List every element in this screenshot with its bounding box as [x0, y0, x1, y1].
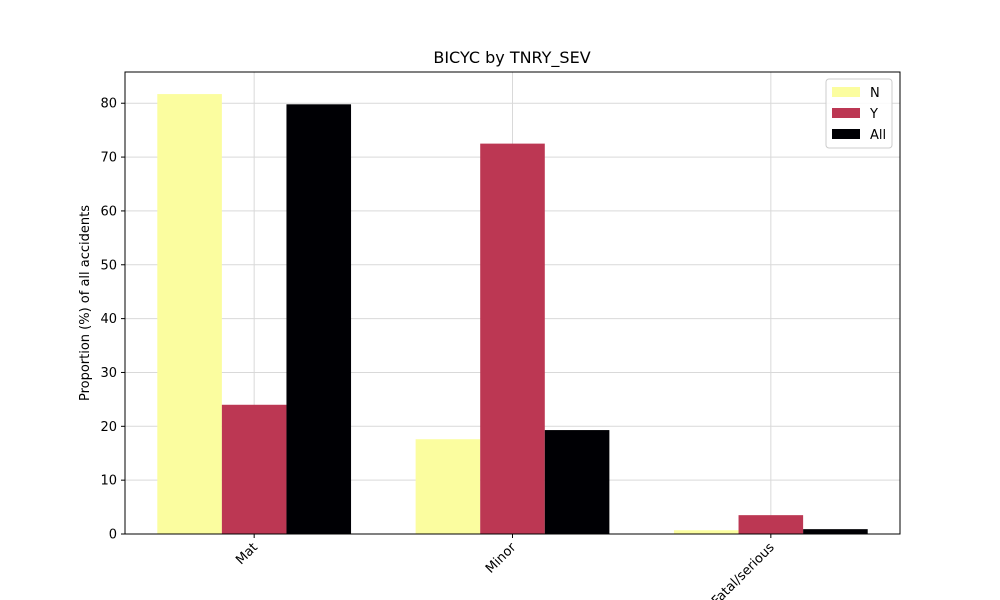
y-axis-title: Proportion (%) of all accidents: [78, 205, 93, 401]
bar-all-fatal-serious: [803, 529, 868, 534]
legend: NY All: [825, 78, 893, 149]
bar-y-fatal-serious: [738, 515, 804, 534]
y-tick-label: 0: [109, 528, 117, 543]
x-axis: Mat Minor Fatal/serious: [233, 534, 778, 600]
chart-title: BICYC by TNRY_SEV: [433, 48, 590, 68]
x-tick-label: Fatal/serious: [709, 540, 778, 600]
x-tick-label: Mat: [233, 540, 261, 568]
bar-y-minor: [480, 143, 545, 534]
legend-swatch: [832, 129, 860, 139]
bar-all-minor: [544, 430, 610, 534]
bar-y-mat: [221, 404, 287, 534]
legend-label: N: [870, 86, 880, 101]
bar-n-minor: [415, 439, 481, 534]
y-tick-label: 80: [100, 97, 117, 112]
y-axis: 0 10 20 30 40 50 60 70 80: [100, 97, 125, 543]
legend-label: Y: [869, 107, 878, 122]
y-tick-label: 70: [100, 151, 117, 166]
y-tick-label: 10: [100, 474, 117, 489]
y-tick-label: 20: [100, 420, 117, 435]
legend-swatch: [832, 108, 860, 118]
y-tick-label: 40: [100, 312, 117, 327]
bar-all-mat: [286, 104, 352, 534]
bar-n-mat: [157, 94, 222, 534]
y-tick-label: 60: [100, 204, 117, 219]
bar-n-fatal-serious: [673, 530, 739, 534]
bars: [157, 94, 868, 534]
y-tick-label: 30: [100, 366, 117, 381]
y-tick-label: 50: [100, 258, 117, 273]
x-tick-label: Minor: [483, 540, 520, 577]
legend-swatch: [832, 87, 860, 97]
legend-label: All: [870, 128, 886, 143]
